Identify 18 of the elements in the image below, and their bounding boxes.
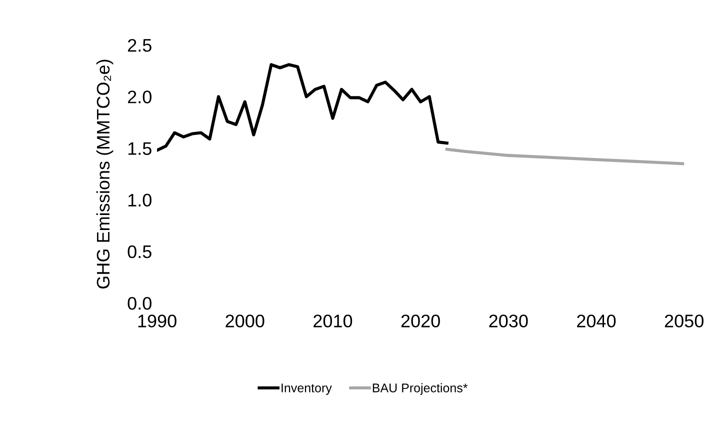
x-tick-label: 2030 (489, 314, 528, 328)
line-series (157, 63, 448, 152)
y-tick-label: 2.0 (128, 90, 152, 104)
line-series (445, 148, 684, 166)
y-tick-label: 2.5 (128, 38, 152, 52)
x-tick-label: 2040 (577, 314, 616, 328)
x-tick-label: 2020 (401, 314, 440, 328)
y-tick-label: 0.0 (128, 296, 152, 310)
legend-label: BAU Projections* (372, 383, 468, 395)
x-tick-label: 2050 (664, 314, 704, 328)
y-tick-label: 1.5 (128, 142, 152, 155)
y-tick-label: 0.5 (128, 245, 152, 258)
x-tick-label: 1990 (138, 314, 176, 328)
x-tick-label: 2000 (226, 314, 264, 328)
legend-label: Inventory (282, 384, 332, 395)
x-tick-label: 2010 (314, 314, 352, 328)
y-tick-label: 1.0 (128, 194, 152, 207)
y-axis-title: GHG Emissions (MMTCO₂e) (96, 60, 114, 288)
